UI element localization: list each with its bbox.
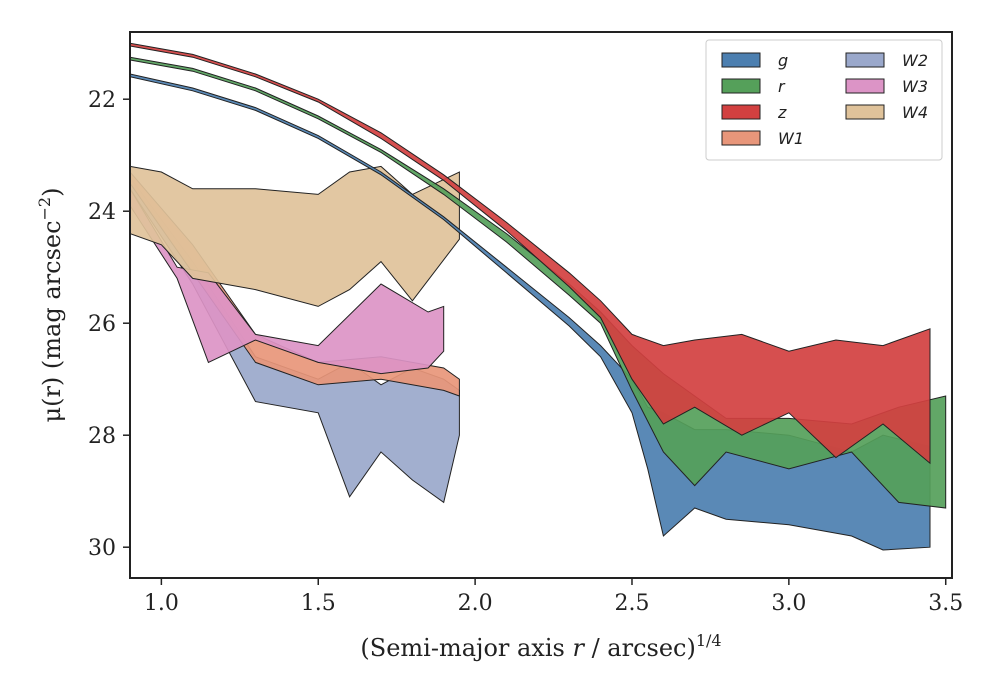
legend-swatch-W1 bbox=[721, 130, 761, 146]
plot-frame bbox=[129, 31, 953, 579]
y-tick-label: 24 bbox=[88, 200, 116, 225]
series-areas bbox=[130, 42, 947, 551]
x-tick-label: 2.0 bbox=[458, 591, 493, 616]
legend-swatch-r bbox=[721, 78, 761, 94]
y-tick-label: 26 bbox=[88, 312, 116, 337]
area-r bbox=[130, 56, 947, 509]
legend-label-r: r bbox=[778, 77, 786, 96]
legend: grz W1 W2 W3 W4 bbox=[705, 39, 943, 161]
legend-label-g: g bbox=[778, 51, 788, 70]
legend-box bbox=[705, 39, 943, 161]
legend-swatch-W3 bbox=[845, 78, 885, 94]
legend-swatch-g bbox=[721, 52, 761, 68]
y-tick-label: 30 bbox=[88, 536, 116, 561]
x-tick-label: 1.0 bbox=[144, 591, 179, 616]
legend-label-W3: W3 bbox=[902, 77, 928, 96]
area-z bbox=[130, 42, 931, 465]
legend-label-W1: W1 bbox=[778, 129, 804, 148]
area-W3 bbox=[130, 187, 445, 375]
x-tick-label: 3.0 bbox=[771, 591, 806, 616]
axis-ticks: 1.0 1.5 2.0 2.5 3.0 3.5 22 24 26 28 30 bbox=[88, 88, 963, 616]
legend-label-z: z bbox=[777, 103, 787, 122]
legend-swatch-W2 bbox=[845, 52, 885, 68]
legend-label-W4: W4 bbox=[902, 103, 928, 122]
legend-swatch-z bbox=[721, 104, 761, 120]
y-tick-label: 22 bbox=[88, 88, 116, 113]
y-tick-label: 28 bbox=[88, 424, 116, 449]
legend-swatch-W4 bbox=[845, 104, 885, 120]
x-axis-label: (Semi-major axis r / arcsec)1/4 bbox=[360, 631, 721, 662]
y-axis-label: μ(r) (mag arcsec−2) bbox=[35, 188, 66, 423]
x-tick-label: 1.5 bbox=[301, 591, 336, 616]
legend-label-W2: W2 bbox=[902, 51, 928, 70]
area-W4 bbox=[130, 165, 460, 307]
x-tick-label: 3.5 bbox=[928, 591, 963, 616]
x-tick-label: 2.5 bbox=[614, 591, 649, 616]
